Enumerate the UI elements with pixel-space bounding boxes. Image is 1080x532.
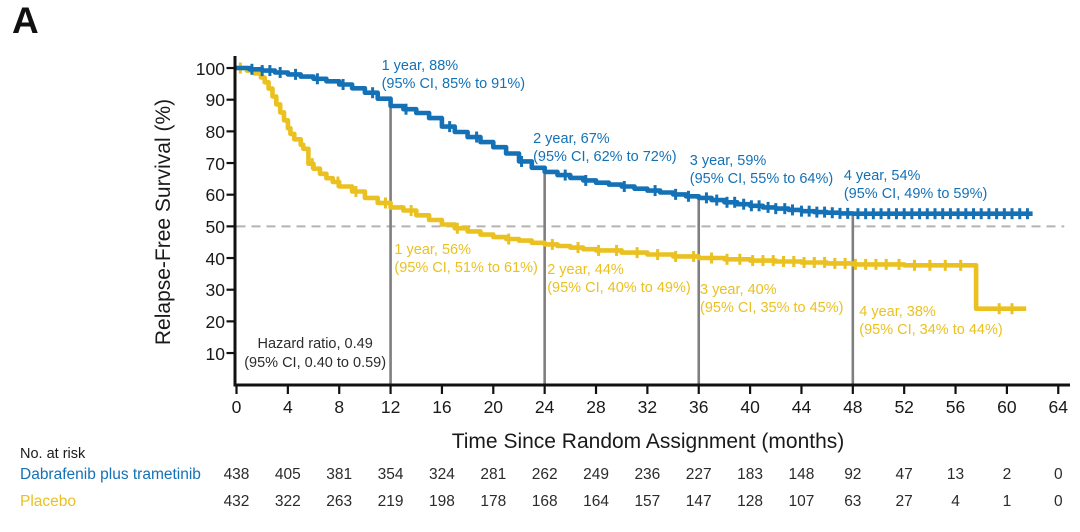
x-axis-label: Time Since Random Assignment (months) [451,430,845,453]
risk-row-label-treatment: Dabrafenib plus trametinib [20,466,201,483]
risk-table-header: No. at risk [20,446,86,462]
risk-row-label-placebo: Placebo [20,493,77,510]
panel-label: A [12,0,39,41]
km-curve-treatment [236,65,1033,216]
km-curve-placebo [236,65,1027,311]
